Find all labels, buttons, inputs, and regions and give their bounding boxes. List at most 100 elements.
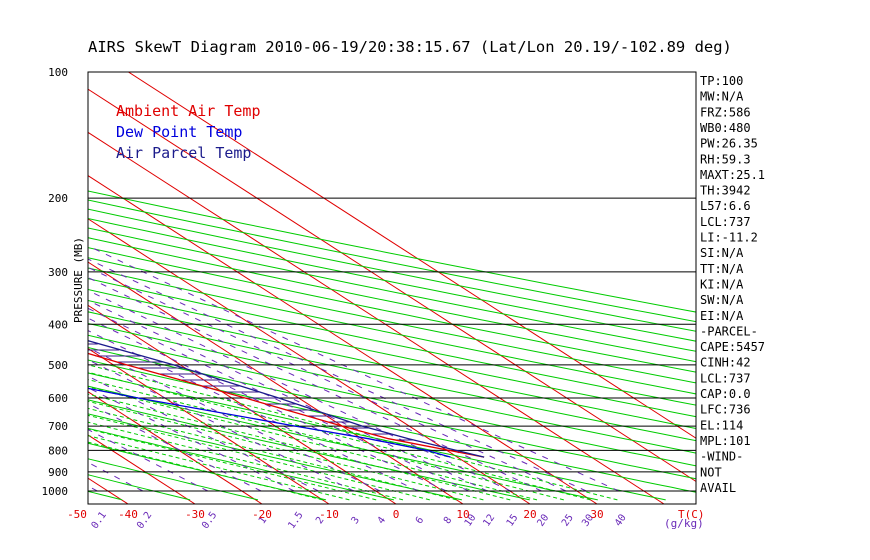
moist-adiabat-line — [88, 393, 511, 501]
pressure-tick-label: 700 — [48, 420, 68, 433]
mixing-ratio-tick-label: 2 — [314, 515, 326, 526]
mixing-ratio-tick-label: 1 — [257, 515, 269, 526]
moist-adiabat-line — [88, 371, 591, 501]
pressure-tick-label: 300 — [48, 266, 68, 279]
mixing-ratio-tick-label: 20 — [535, 512, 551, 528]
index-label: LI:-11.2 — [700, 231, 758, 245]
mixing-ratio-tick-label: 40 — [613, 512, 629, 528]
background-grid — [0, 53, 696, 504]
dry-adiabat-line — [88, 227, 696, 352]
mixing-ratio-line — [88, 387, 295, 492]
pressure-axis-label: PRESSURE (MB) — [72, 237, 85, 323]
mixing-ratio-line — [88, 289, 511, 492]
index-label: L57:6.6 — [700, 199, 751, 213]
mixing-ratio-line — [88, 375, 319, 492]
index-label: SW:N/A — [700, 293, 744, 307]
dry-adiabat-line — [88, 458, 259, 501]
mixing-ratio-line — [88, 276, 542, 492]
index-label: SI:N/A — [700, 246, 744, 260]
index-label: LCL:737 — [700, 215, 751, 229]
dry-adiabat-line — [88, 190, 696, 313]
index-label: MAXT:25.1 — [700, 168, 765, 182]
temp-axis-unit: T(C) — [678, 508, 705, 521]
isotherm-line — [0, 72, 61, 504]
isotherm-line — [88, 88, 696, 483]
pressure-tick-label: 400 — [48, 318, 68, 331]
moist-adiabat-line — [88, 379, 564, 501]
mixing-ratio-unit: (g/kg) — [664, 517, 704, 530]
index-label: AVAIL — [700, 481, 736, 495]
dry-adiabat-line — [88, 300, 696, 430]
legend-entry-2: Dew Point Temp — [116, 123, 242, 141]
pressure-tick-label: 200 — [48, 192, 68, 205]
index-label: TT:N/A — [700, 262, 744, 276]
mixing-ratio-line — [88, 359, 355, 492]
bottom-temp-tick-label: 30 — [590, 508, 603, 521]
dry-adiabat-line — [88, 208, 696, 332]
mixing-ratio-line — [88, 347, 381, 492]
dry-adiabat-line — [88, 199, 696, 323]
index-label: EL:114 — [700, 418, 743, 432]
pressure-tick-label: 1000 — [42, 485, 69, 498]
bottom-temp-tick-label: 10 — [456, 508, 469, 521]
index-label: RH:59.3 — [700, 152, 751, 166]
dry-adiabat-line — [88, 334, 696, 467]
mixing-ratio-tick-label: 8 — [442, 515, 454, 526]
index-label: TP:100 — [700, 74, 743, 88]
profile-lines — [88, 339, 485, 458]
legend-entry-3: Air Parcel Temp — [116, 144, 251, 162]
mixing-ratio-tick-label: 15 — [505, 512, 521, 528]
index-label: CAPE:5457 — [700, 340, 765, 354]
index-label: WB0:480 — [700, 121, 751, 135]
axes: 0.1 0.2 0.5 1 1.5 2 3 4 6 8 10 12 15 20 25 30 4010020030… — [42, 66, 705, 531]
dry-adiabat-line — [88, 288, 696, 418]
dry-adiabat-line — [88, 278, 696, 406]
mixing-ratio-line — [88, 245, 620, 492]
mixing-ratio-tick-label: 4 — [376, 515, 388, 526]
dry-adiabat-line — [88, 311, 696, 442]
legend-entry-1: Ambient Air Temp — [116, 102, 261, 120]
series-line-3 — [88, 339, 485, 458]
mixing-ratio-tick-label: 3 — [350, 515, 362, 526]
bottom-temp-tick-label: -20 — [252, 508, 272, 521]
mixing-ratio-line — [88, 402, 262, 492]
mixing-ratio-line — [88, 258, 587, 492]
legend: Ambient Air Temp Dew Point Temp Air Parcel… — [116, 102, 261, 162]
series-line-1 — [88, 352, 485, 458]
bottom-temp-tick-label: -40 — [118, 508, 138, 521]
dry-adiabat-line — [88, 322, 696, 454]
series-line-2 — [88, 387, 451, 458]
bottom-temp-tick-label: 0 — [393, 508, 400, 521]
index-label: LFC:736 — [700, 403, 751, 417]
pressure-tick-label: 800 — [48, 444, 68, 457]
isotherm-line — [88, 131, 665, 504]
cape-hatch — [88, 343, 414, 441]
dry-adiabat-line — [88, 372, 666, 501]
mixing-ratio-line — [88, 299, 488, 492]
mixing-ratio-tick-label: 6 — [414, 515, 426, 526]
index-label: CAP:0.0 — [700, 387, 751, 401]
mixing-ratio-tick-label: 25 — [560, 512, 576, 528]
index-label: -WIND- — [700, 450, 743, 464]
index-label: EI:N/A — [700, 309, 744, 323]
dry-adiabat-line — [88, 347, 696, 480]
dry-adiabat-line — [0, 53, 54, 500]
plot-frame — [87, 71, 697, 505]
dry-adiabat-line — [88, 218, 696, 342]
dry-adiabat-line — [88, 413, 463, 501]
index-label: LCL:737 — [700, 371, 751, 385]
dry-adiabat-line — [88, 237, 696, 363]
mixing-ratio-line — [88, 266, 567, 492]
index-label: NOT — [700, 465, 722, 479]
index-label: CINH:42 — [700, 356, 751, 370]
dry-adiabat-line — [88, 267, 696, 395]
bottom-temp-tick-label: -10 — [319, 508, 339, 521]
index-label: -PARCEL- — [700, 324, 758, 338]
bottom-temp-tick-label: -30 — [185, 508, 205, 521]
mixing-ratio-tick-label: 12 — [481, 512, 497, 528]
index-label: MW:N/A — [700, 90, 744, 104]
moist-adiabat-line — [88, 364, 618, 501]
isotherm-line — [88, 391, 263, 504]
